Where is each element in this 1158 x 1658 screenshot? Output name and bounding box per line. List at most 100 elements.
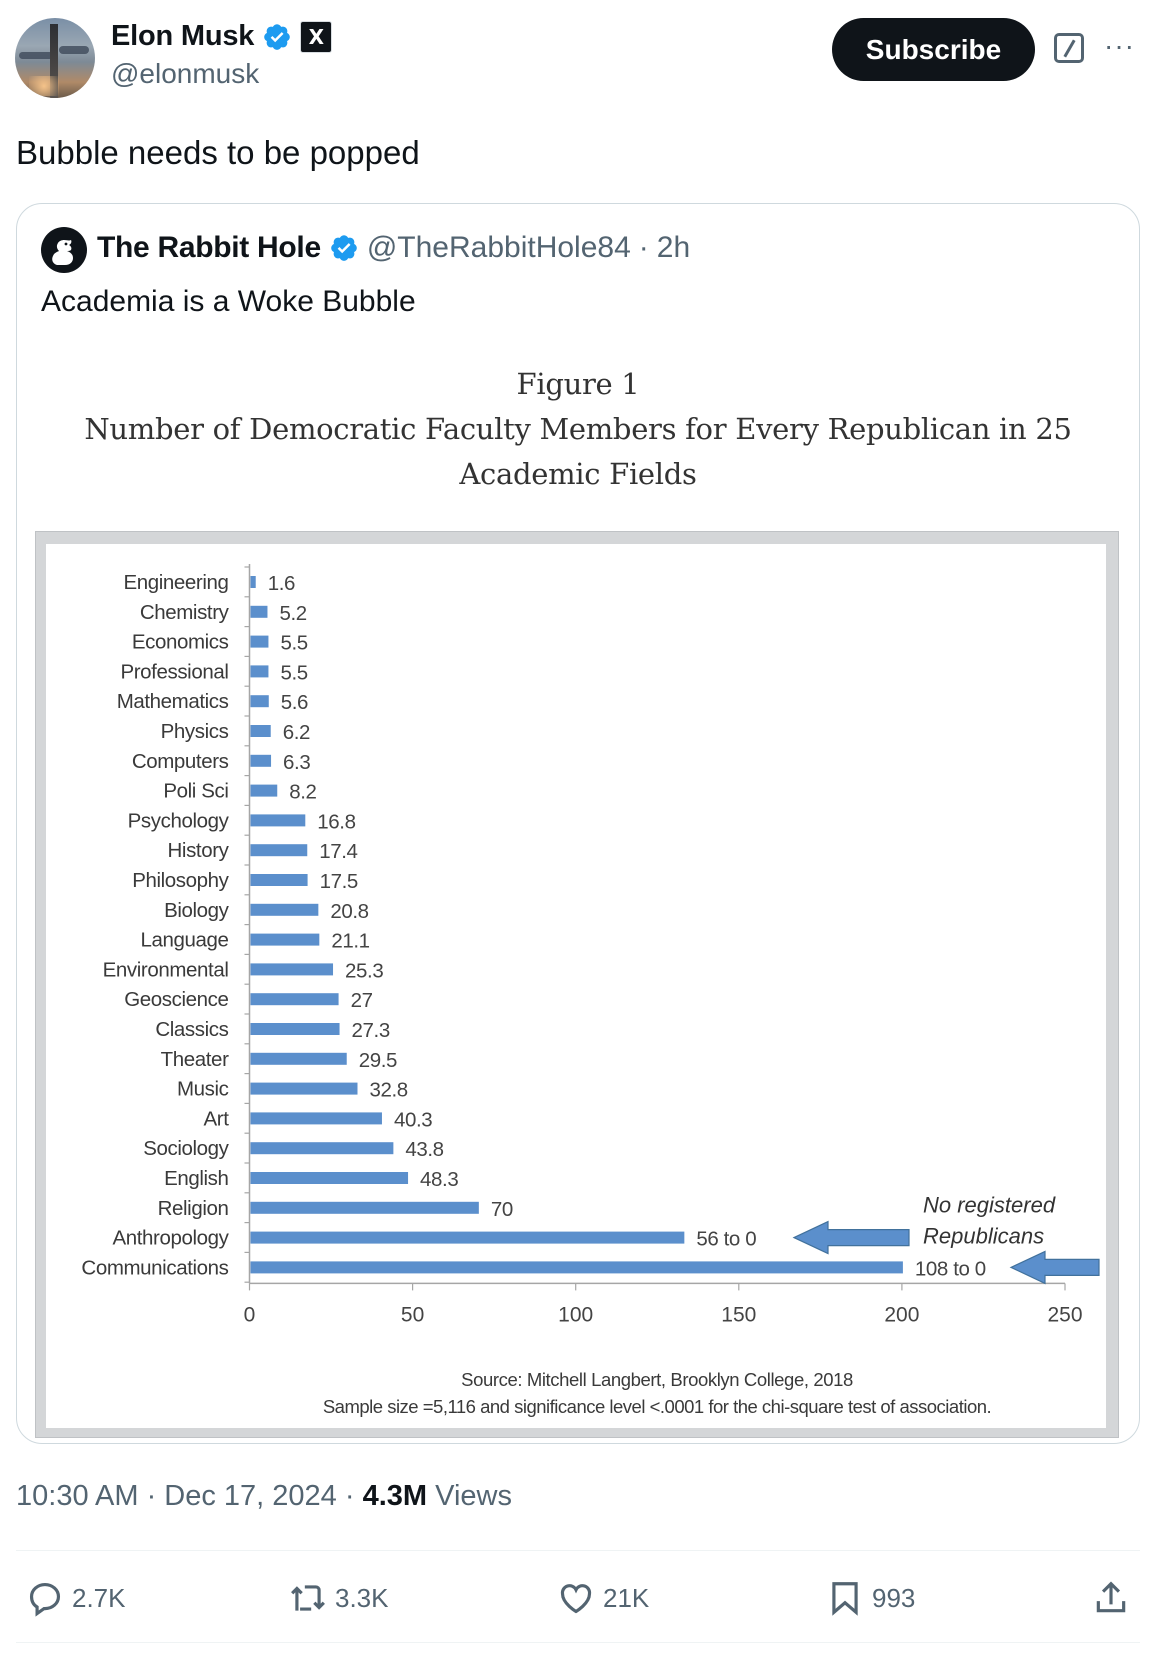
- avatar-cloud: [59, 46, 89, 54]
- bar: [250, 725, 271, 737]
- bar-value-label: 21.1: [331, 930, 369, 953]
- views-label: Views: [427, 1480, 512, 1512]
- repost-button[interactable]: 3.3K: [289, 1578, 389, 1618]
- y-category-label: History: [168, 839, 230, 862]
- bar-value-label: 16.8: [317, 810, 355, 833]
- y-category-label: Philosophy: [132, 869, 229, 892]
- rabbit-hole-avatar-icon[interactable]: [41, 227, 87, 273]
- bar-value-label: 48.3: [420, 1168, 458, 1191]
- like-count: 21K: [603, 1582, 650, 1613]
- tweet-text: Bubble needs to be popped: [16, 134, 420, 171]
- verified-badge-icon[interactable]: [262, 22, 292, 52]
- y-category-label: Environmental: [103, 958, 229, 981]
- figure-label: Figure 1: [516, 367, 640, 401]
- bar: [250, 1052, 347, 1065]
- y-category-label: Biology: [164, 899, 230, 922]
- bar: [250, 903, 319, 916]
- like-button[interactable]: 21K: [557, 1578, 649, 1618]
- bookmark-count: 993: [872, 1582, 916, 1613]
- quoted-tweet-age[interactable]: 2h: [656, 231, 691, 264]
- bar-value-label: 20.8: [330, 900, 368, 923]
- y-category-label: Art: [204, 1107, 230, 1130]
- bar-value-label: 70: [491, 1198, 513, 1221]
- more-options-icon[interactable]: ···: [1104, 30, 1135, 61]
- quoted-tweet-card[interactable]: [16, 203, 1140, 1444]
- bar-value-label: 5.5: [280, 632, 307, 655]
- x-tick-label: 0: [244, 1303, 256, 1326]
- subscribe-button[interactable]: Subscribe: [832, 18, 1035, 81]
- bar-value-label: 17.4: [319, 840, 357, 863]
- divider: [16, 1550, 1140, 1551]
- y-category-label: Physics: [161, 720, 229, 743]
- annotation-arrow-communications: [1009, 1250, 1100, 1285]
- y-category-label: Computers: [132, 750, 229, 773]
- bar-value-label: 43.8: [405, 1138, 443, 1161]
- bar-value-label: 5.2: [279, 602, 306, 625]
- bar-value-label: 29.5: [359, 1049, 397, 1072]
- bar-value-label: 8.2: [289, 781, 316, 804]
- bar: [250, 1261, 903, 1274]
- views-count: 4.3M: [362, 1480, 428, 1512]
- author-handle[interactable]: @elonmusk: [111, 58, 260, 89]
- bar: [250, 933, 320, 946]
- bar-value-label: 6.2: [283, 721, 310, 744]
- y-category-label: Sociology: [143, 1137, 229, 1160]
- tweet-meta: 10:30 AM · Dec 17, 2024 · 4.3M Views: [16, 1480, 512, 1513]
- chart-source: Source: Mitchell Langbert, Brooklyn Coll…: [461, 1369, 853, 1390]
- bar: [250, 1023, 340, 1035]
- bar: [250, 814, 306, 827]
- bar: [250, 874, 308, 886]
- author-avatar[interactable]: [15, 18, 95, 98]
- bar-value-label: 1.6: [268, 572, 295, 595]
- x-tick-label: 50: [401, 1303, 424, 1326]
- tweet-timestamp[interactable]: 10:30 AM · Dec 17, 2024: [16, 1480, 337, 1512]
- quoted-author-name[interactable]: The Rabbit Hole: [97, 231, 321, 264]
- x-affiliate-badge-icon[interactable]: X: [300, 20, 333, 53]
- x-tick-label: 250: [1047, 1303, 1082, 1326]
- meta-separator: ·: [336, 1480, 363, 1512]
- bar-value-label: 17.5: [320, 870, 358, 893]
- author-name[interactable]: Elon Musk: [111, 20, 255, 52]
- repost-icon: [291, 1585, 325, 1611]
- y-category-label: Engineering: [123, 571, 228, 594]
- bookmark-button[interactable]: 993: [826, 1578, 915, 1618]
- bar-value-label: 6.3: [283, 751, 310, 774]
- chart-title-line1: Number of Democratic Faculty Members for…: [84, 412, 1072, 446]
- x-tick-label: 200: [884, 1303, 919, 1326]
- bar-value-label: 108 to 0: [915, 1257, 986, 1280]
- bar-value-label: 27.3: [352, 1019, 390, 1042]
- annotation-arrow-anthropology: [792, 1220, 910, 1255]
- quoted-author-handle[interactable]: @TheRabbitHole84: [366, 231, 631, 264]
- y-category-label: Language: [140, 929, 228, 952]
- quoted-tweet-text: Academia is a Woke Bubble: [41, 285, 416, 318]
- grok-icon[interactable]: [1054, 33, 1084, 63]
- quoted-tweet-header: The Rabbit Hole @TheRabbitHole84 · 2h: [97, 231, 690, 265]
- x-tick-label: 100: [558, 1303, 593, 1326]
- y-category-label: Anthropology: [112, 1227, 229, 1250]
- time-separator: ·: [638, 231, 649, 264]
- bar: [250, 576, 256, 588]
- bar: [250, 665, 269, 678]
- bar: [250, 1201, 479, 1214]
- bar: [250, 993, 339, 1006]
- y-category-label: English: [164, 1167, 228, 1190]
- annotation-text-line1: No registered: [923, 1193, 1056, 1218]
- bar-value-label: 27: [351, 989, 373, 1012]
- x-tick-label: 150: [721, 1303, 756, 1326]
- bar-value-label: 5.5: [280, 661, 307, 684]
- y-category-label: Communications: [81, 1256, 228, 1279]
- reply-button[interactable]: 2.7K: [26, 1578, 126, 1618]
- chart-plot-area: [46, 544, 1106, 1428]
- verified-badge-icon: [331, 235, 357, 261]
- bar-value-label: 32.8: [369, 1079, 407, 1102]
- author-name-row: Elon Musk X: [111, 20, 333, 53]
- y-category-label: Religion: [158, 1197, 229, 1220]
- bar: [250, 695, 269, 708]
- share-button[interactable]: [1092, 1578, 1130, 1618]
- y-category-label: Poli Sci: [163, 780, 228, 803]
- bar-value-label: 40.3: [394, 1108, 432, 1131]
- annotation-text-line2: Republicans: [923, 1224, 1044, 1249]
- repost-count: 3.3K: [335, 1582, 389, 1613]
- y-category-label: Theater: [161, 1048, 229, 1071]
